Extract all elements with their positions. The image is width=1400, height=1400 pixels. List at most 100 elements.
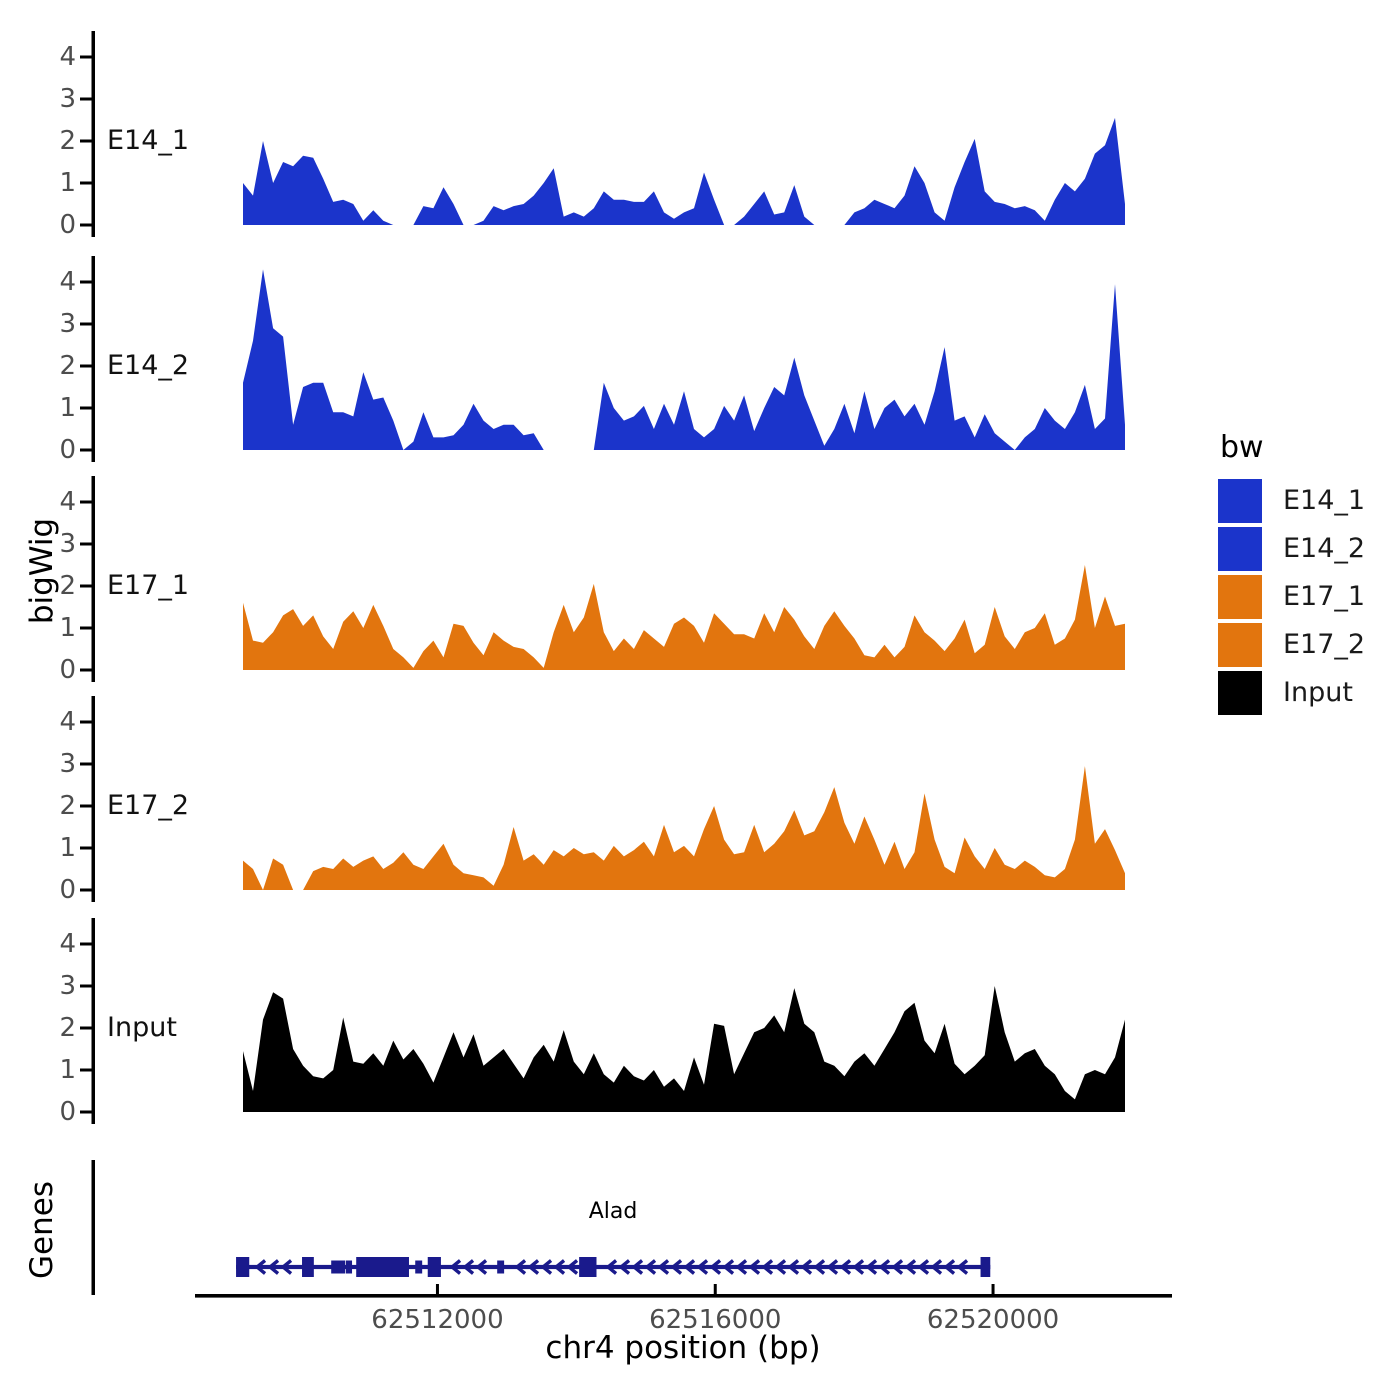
y-tick-label: 0	[59, 210, 76, 240]
strand-arrow-left-icon	[865, 1259, 878, 1275]
y-tick-label: 4	[59, 42, 76, 72]
strand-arrow-left-icon	[748, 1259, 761, 1275]
y-tick-label: 0	[59, 655, 76, 685]
strand-arrow-left-icon	[631, 1259, 644, 1275]
strand-arrow-left-icon	[917, 1259, 930, 1275]
y-axis-line	[91, 918, 95, 1124]
y-tick	[80, 846, 92, 850]
y-tick-label: 3	[59, 309, 76, 339]
y-tick	[80, 720, 92, 724]
y-tick	[80, 888, 92, 892]
strand-arrow-left-icon	[761, 1259, 774, 1275]
x-axis-line	[195, 1294, 1172, 1298]
gene-label: Alad	[588, 1199, 638, 1224]
y-tick-label: 0	[59, 1097, 76, 1127]
y-tick-label: 4	[59, 929, 76, 959]
legend: bw E14_1 E14_2 E17_1 E17_2 Input	[1218, 430, 1365, 719]
y-tick	[80, 668, 92, 672]
legend-label: E14_1	[1283, 485, 1366, 516]
legend-label: E17_1	[1283, 581, 1366, 612]
legend-entry: E17_2	[1218, 623, 1365, 667]
y-axis-line	[91, 256, 95, 462]
y-tick-label: 4	[59, 487, 76, 517]
x-tick-label-1: 62516000	[649, 1305, 782, 1335]
y-tick-label: 2	[59, 351, 76, 381]
y-tick-label: 3	[59, 971, 76, 1001]
strand-arrow-left-icon	[878, 1259, 891, 1275]
strand-arrow-left-icon	[644, 1259, 657, 1275]
strand-arrow-left-icon	[722, 1259, 735, 1275]
area-E17_2	[243, 766, 1125, 890]
gene-exon	[236, 1257, 250, 1277]
y-axis-line	[91, 476, 95, 682]
gene-exon	[331, 1260, 346, 1274]
track-label-E17_1: E17_1	[107, 570, 190, 601]
strand-arrow-left-icon	[904, 1259, 917, 1275]
strand-arrow-left-icon	[774, 1259, 787, 1275]
strand-arrow-left-icon	[683, 1259, 696, 1275]
strand-arrow-left-icon	[475, 1259, 488, 1275]
y-tick-label: 1	[59, 833, 76, 863]
y-axis-title-genes: Genes	[24, 1181, 60, 1279]
y-tick-label: 2	[59, 1013, 76, 1043]
y-tick	[80, 139, 92, 143]
y-tick	[80, 223, 92, 227]
legend-swatch-E17_2-icon	[1218, 623, 1262, 667]
y-tick-label: 0	[59, 875, 76, 905]
y-tick	[80, 280, 92, 284]
y-tick	[80, 364, 92, 368]
gene-exon	[302, 1257, 314, 1277]
strand-arrow-left-icon	[956, 1259, 969, 1275]
legend-entry: E17_1	[1218, 575, 1365, 619]
y-tick	[80, 97, 92, 101]
strand-arrow-left-icon	[527, 1259, 540, 1275]
strand-arrow-left-icon	[696, 1259, 709, 1275]
strand-arrow-left-icon	[267, 1259, 280, 1275]
x-tick-label-0: 62512000	[371, 1305, 504, 1335]
genes-axis-line	[91, 1160, 95, 1295]
legend-swatch-E17_1-icon	[1218, 575, 1262, 619]
strand-arrow-left-icon	[605, 1259, 618, 1275]
y-tick-label: 4	[59, 707, 76, 737]
track-label-E14_2: E14_2	[107, 350, 190, 381]
strand-arrow-left-icon	[553, 1259, 566, 1275]
y-tick-label: 1	[59, 613, 76, 643]
y-tick	[80, 448, 92, 452]
strand-arrow-left-icon	[540, 1259, 553, 1275]
y-tick-label: 3	[59, 529, 76, 559]
track-label-Input: Input	[107, 1012, 177, 1043]
strand-arrow-left-icon	[787, 1259, 800, 1275]
strand-arrow-left-icon	[826, 1259, 839, 1275]
y-tick	[80, 1110, 92, 1114]
y-tick	[80, 55, 92, 59]
y-tick	[80, 584, 92, 588]
y-tick	[80, 1026, 92, 1030]
gene-exon	[980, 1257, 991, 1277]
legend-title: bw	[1220, 430, 1264, 465]
gene-body-line	[236, 1264, 991, 1270]
x-tick	[991, 1284, 995, 1296]
y-tick	[80, 542, 92, 546]
area-E14_2	[243, 269, 1125, 450]
legend-label: E14_2	[1283, 533, 1366, 564]
strand-arrow-left-icon	[449, 1259, 462, 1275]
legend-swatch-E14_1-icon	[1218, 479, 1262, 523]
track-label-E17_2: E17_2	[107, 790, 190, 821]
legend-swatch-Input-icon	[1218, 671, 1262, 715]
y-tick	[80, 942, 92, 946]
y-tick	[80, 406, 92, 410]
gene-exon	[579, 1257, 597, 1277]
strand-arrow-left-icon	[813, 1259, 826, 1275]
area-Input	[243, 986, 1125, 1112]
y-tick-label: 2	[59, 571, 76, 601]
y-tick	[80, 762, 92, 766]
x-axis-title: chr4 position (bp)	[545, 1330, 821, 1366]
y-tick	[80, 626, 92, 630]
y-tick	[80, 804, 92, 808]
y-tick	[80, 500, 92, 504]
legend-label: Input	[1283, 677, 1353, 708]
strand-arrow-left-icon	[462, 1259, 475, 1275]
y-tick-label: 1	[59, 393, 76, 423]
strand-arrow-left-icon	[891, 1259, 904, 1275]
